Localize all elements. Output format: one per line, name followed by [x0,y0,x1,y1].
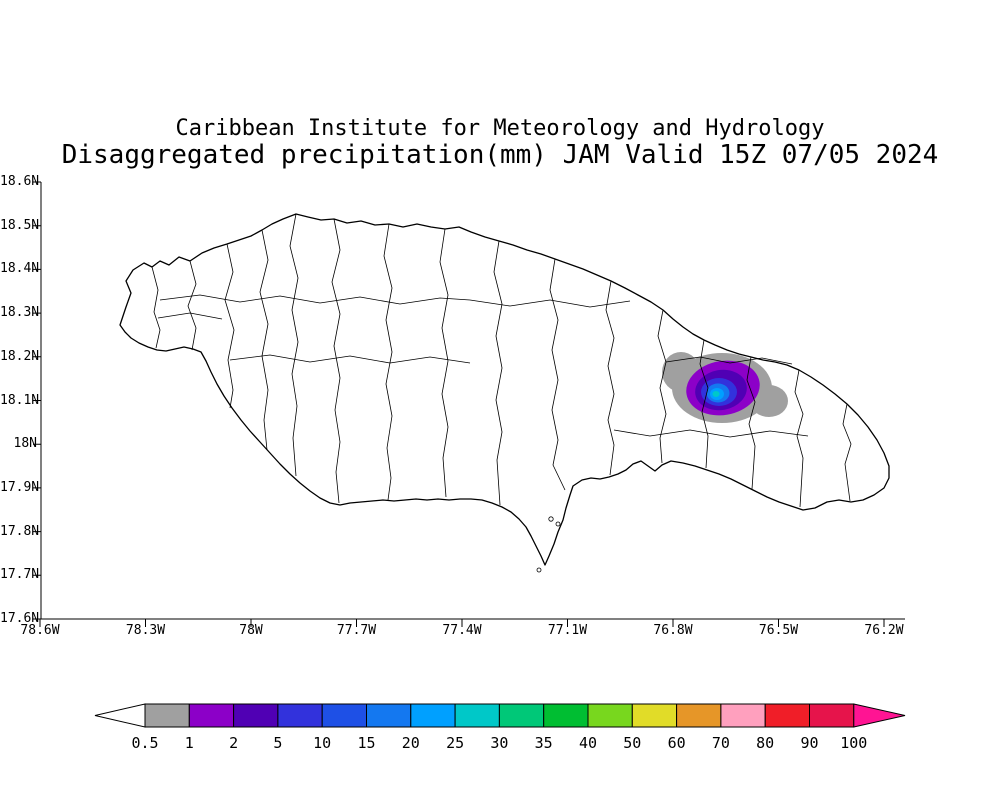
y-axis-label: 18.3N [0,305,40,320]
precip-level-gray [750,385,788,417]
x-axis-label: 78.3W [125,623,166,638]
y-axis-label: 17.9N [0,480,40,495]
colorbar-segment [144,703,190,728]
colorbar-segment [410,703,456,728]
colorbar-label: 10 [313,734,331,752]
colorbar-segment [809,703,855,728]
colorbar-label: 0.5 [131,734,158,752]
colorbar-label: 50 [623,734,641,752]
x-axis-label: 76.5W [758,623,799,638]
colorbar-label: 1 [185,734,194,752]
org-title: Caribbean Institute for Meteorology and … [175,116,825,141]
colorbar-label: 60 [668,734,686,752]
y-axis-label: 18.5N [0,218,40,233]
colorbar-label: 90 [800,734,818,752]
colorbar: 0.5 1 2 5 10 15 20 25 30 35 40 50 60 70 … [94,703,906,752]
colorbar-segment [366,703,412,728]
colorbar-label: 5 [273,734,282,752]
colorbar-segment [233,703,279,728]
colorbar-label: 35 [535,734,553,752]
colorbar-segment [498,703,545,728]
colorbar-segment [764,703,811,728]
x-axis-label: 76.8W [653,623,693,638]
watershed-boundaries [151,213,852,508]
x-axis-label: 77.4W [442,623,482,638]
product-title: Disaggregated precipitation(mm) JAM Vali… [61,140,939,170]
colorbar-label: 25 [446,734,464,752]
colorbar-right-arrow [853,703,906,728]
colorbar-segment [631,703,678,728]
y-axis-label: 17.7N [0,567,40,582]
y-axis-label: 18.2N [0,349,40,364]
axes [33,181,905,627]
offshore-islet [555,521,561,527]
colorbar-segment [676,703,722,728]
colorbar-segment [720,703,766,728]
colorbar-label: 30 [490,734,508,752]
y-axis-label: 17.6N [0,611,40,626]
y-axis-label: 18.1N [0,393,40,408]
y-axis-label: 18N [13,436,37,451]
x-axis-ticks [39,619,885,627]
offshore-islet [548,516,554,522]
y-axis-label: 17.8N [0,524,40,539]
colorbar-label: 40 [579,734,597,752]
precip-level-teal [712,391,720,397]
colorbar-label: 20 [402,734,420,752]
x-axis-label: 77.1W [547,623,588,638]
x-axis-label: 78.6W [20,623,60,638]
colorbar-label: 2 [229,734,238,752]
coastline [119,213,890,573]
y-axis-ticks [33,181,41,620]
colorbar-segment [587,703,633,728]
colorbar-left-arrow [94,703,146,728]
colorbar-label: 15 [357,734,375,752]
colorbar-segment [277,703,323,728]
jamaica-outline [119,213,890,566]
x-axis-label: 77.7W [336,623,377,638]
colorbar-label: 80 [756,734,774,752]
x-axis-label: 76.2W [864,623,904,638]
y-axis-label: 18.4N [0,261,40,276]
colorbar-label: 70 [712,734,730,752]
colorbar-segment [454,703,500,728]
x-axis-label: 78W [239,623,263,638]
colorbar-segment [321,703,368,728]
y-axis-label: 18.6N [0,174,40,189]
colorbar-segment [188,703,235,728]
colorbar-segment [543,703,589,728]
precipitation-blob [662,352,788,423]
colorbar-label: 100 [840,734,867,752]
offshore-islet [536,567,542,573]
